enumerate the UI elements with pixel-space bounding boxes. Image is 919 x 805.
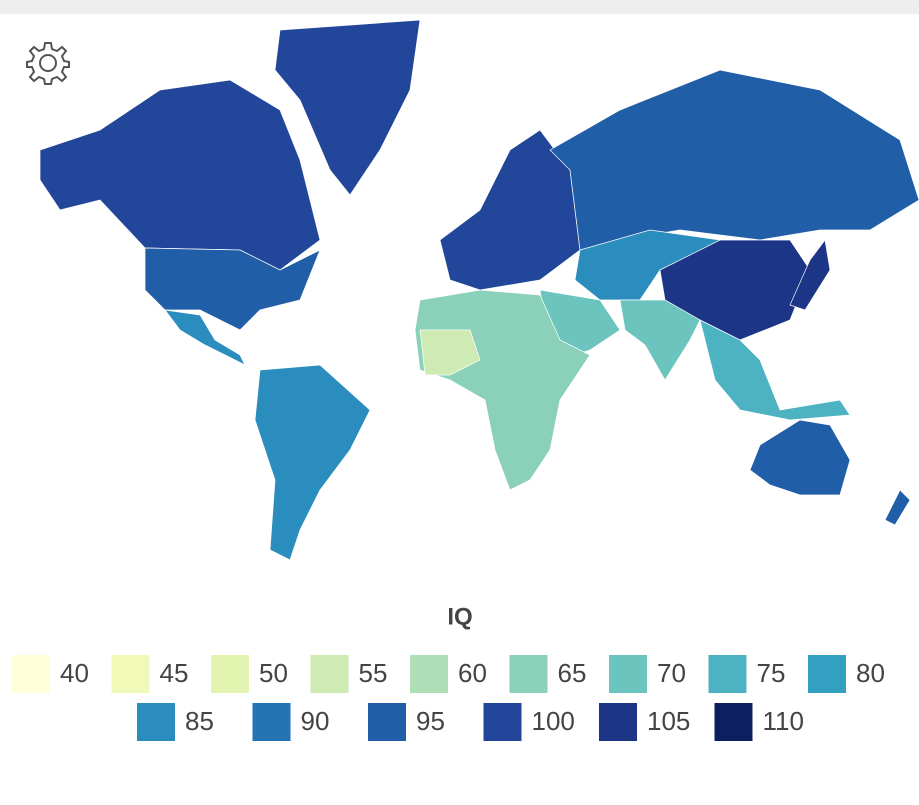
legend-label: 100: [532, 706, 575, 736]
legend-label: 60: [458, 658, 487, 688]
legend-label: 75: [757, 658, 786, 688]
legend-swatch: [252, 703, 291, 741]
new-zealand: [884, 489, 911, 526]
legend-label: 85: [185, 706, 214, 736]
legend-swatch: [12, 655, 50, 693]
australia: [749, 419, 851, 496]
south-america: [254, 364, 371, 561]
legend-label: 110: [763, 706, 804, 736]
legend-label: 45: [160, 658, 189, 688]
central-america: [164, 309, 246, 366]
greenland: [274, 19, 421, 196]
legend-label: 80: [856, 658, 885, 688]
legend-swatch: [483, 703, 522, 741]
settings-button[interactable]: [26, 42, 70, 85]
world-map: [39, 19, 919, 561]
southeast-asia: [699, 319, 851, 421]
legend-swatch: [310, 655, 349, 693]
legend-swatch: [609, 655, 647, 693]
legend-label: 55: [359, 658, 388, 688]
legend-swatch: [599, 703, 637, 741]
legend-title: IQ: [447, 603, 472, 630]
legend-swatch: [509, 655, 548, 693]
canada: [39, 79, 321, 271]
legend-swatch: [368, 703, 406, 741]
legend-swatch: [111, 655, 150, 693]
japan: [789, 239, 831, 311]
legend-label: 50: [259, 658, 288, 688]
legend-swatch: [211, 655, 249, 693]
legend-swatch: [708, 655, 747, 693]
india: [619, 299, 701, 381]
legend-swatch: [808, 655, 846, 693]
legend-label: 40: [60, 658, 89, 688]
legend-label: 105: [647, 706, 690, 736]
russia: [549, 69, 919, 251]
legend-swatch: [714, 703, 753, 741]
usa: [144, 247, 321, 331]
legend-swatch: [137, 703, 175, 741]
west-africa: [419, 329, 481, 376]
legend-swatch: [410, 655, 448, 693]
legend-label: 90: [301, 706, 330, 736]
top-bar: [0, 0, 919, 14]
legend-label: 65: [558, 658, 587, 688]
legend-label: 95: [416, 706, 445, 736]
legend-label: 70: [657, 658, 686, 688]
